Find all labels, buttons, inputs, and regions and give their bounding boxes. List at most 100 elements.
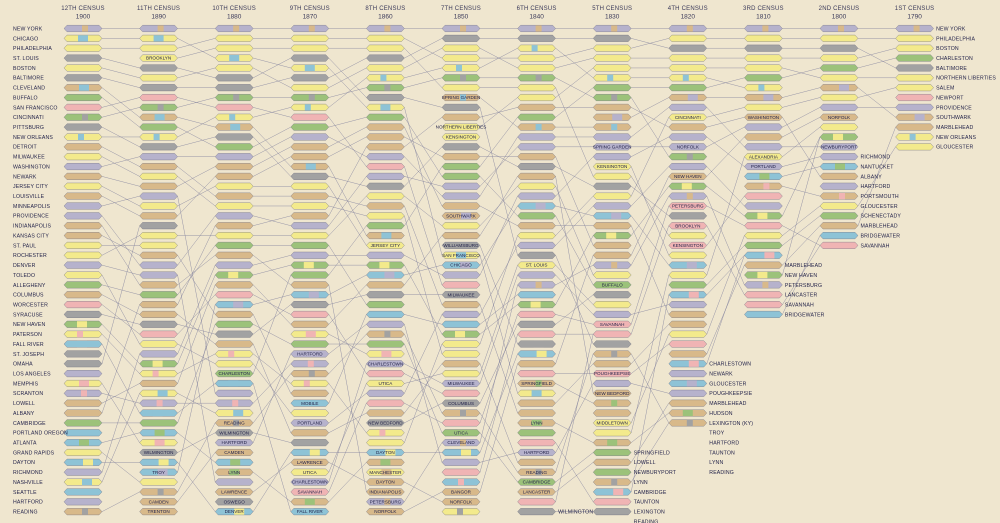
city-badge-band	[83, 459, 93, 466]
city-badge	[668, 271, 708, 279]
city-label: WORCESTER	[13, 302, 48, 308]
city-label: LEXINGTON (KY)	[709, 421, 753, 427]
rank-connector	[328, 462, 367, 483]
city-badge	[668, 241, 708, 249]
city-label: CAMBRIDGE	[13, 421, 46, 427]
rank-connector	[479, 412, 518, 473]
rank-connector	[177, 265, 216, 354]
city-badge	[139, 449, 178, 456]
rank-connector	[101, 393, 140, 483]
city-badge	[139, 212, 178, 220]
city-badge	[290, 172, 330, 180]
city-badge	[441, 389, 481, 397]
rank-connector	[782, 235, 821, 315]
rank-connector	[630, 225, 670, 335]
rank-connector	[252, 383, 292, 512]
city-badge	[592, 133, 632, 141]
city-inline-label: KENSINGTON	[673, 243, 703, 248]
city-badge	[63, 94, 103, 101]
city-label: PITTSBURG	[13, 125, 44, 131]
rank-connector	[631, 196, 669, 266]
rank-connector	[631, 107, 669, 138]
rank-connector	[252, 314, 292, 394]
city-badge	[592, 360, 632, 368]
city-badge	[139, 44, 178, 52]
city-badge	[819, 153, 859, 161]
city-badge-band	[455, 331, 465, 338]
rank-connector	[706, 255, 745, 295]
city-inline-label: CAMDEN	[224, 450, 244, 455]
city-badge	[214, 340, 254, 348]
rank-connector	[555, 363, 594, 404]
city-badge-band	[686, 153, 693, 160]
rank-connector	[253, 67, 291, 88]
city-badge	[139, 153, 178, 161]
city-badge	[290, 192, 330, 200]
city-badge	[214, 202, 254, 210]
city-badge	[668, 330, 708, 338]
rank-connector	[555, 334, 594, 502]
city-badge	[366, 389, 405, 397]
city-inline-label: CHARLESTON	[219, 371, 250, 376]
rank-connector	[328, 284, 367, 325]
city-badge-band	[229, 469, 240, 476]
rank-connector	[404, 265, 443, 335]
rank-connector	[404, 363, 443, 384]
city-badge	[366, 133, 405, 141]
city-badge	[63, 202, 103, 210]
rank-connector	[252, 274, 292, 374]
city-badge	[214, 449, 254, 456]
city-badge	[517, 143, 556, 151]
city-badge-band	[303, 380, 310, 387]
city-badge	[63, 419, 103, 427]
rank-connector	[404, 373, 443, 384]
rank-connector	[328, 245, 367, 305]
city-badge	[668, 399, 708, 407]
city-badge	[895, 143, 934, 151]
rank-connector	[328, 393, 367, 424]
city-badge	[214, 84, 254, 92]
rank-connector	[404, 373, 443, 394]
rank-connector	[706, 196, 745, 285]
city-badge	[441, 488, 481, 496]
rank-connector	[706, 117, 745, 128]
rank-connector	[328, 176, 367, 226]
city-badge	[668, 113, 708, 121]
city-badge	[139, 261, 178, 269]
census-header-label: 8TH CENSUS	[365, 6, 405, 12]
city-badge	[63, 64, 103, 72]
rank-connector	[555, 215, 594, 285]
city-label: RICHMOND	[13, 470, 43, 476]
rank-connector	[328, 146, 367, 216]
city-inline-label: PORTLAND	[751, 164, 777, 169]
city-badge-band	[531, 390, 542, 397]
rank-connector	[177, 176, 216, 207]
city-badge	[592, 291, 632, 299]
rank-connector	[328, 77, 367, 108]
city-badge-band	[154, 439, 165, 446]
city-badge	[744, 232, 783, 240]
city-badge	[366, 508, 405, 516]
rank-connector	[101, 186, 140, 207]
city-badge	[366, 153, 405, 161]
city-badge-band	[78, 133, 84, 141]
rank-connector	[101, 225, 140, 285]
census-header-year: 1830	[605, 14, 620, 21]
city-badge-band	[380, 104, 391, 111]
city-inline-label: DAYTON	[376, 450, 395, 455]
city-badge-band	[228, 350, 235, 357]
rank-connector	[177, 166, 216, 187]
city-label: DETROIT	[13, 145, 37, 151]
census-header-year: 1860	[378, 14, 393, 21]
rank-connector	[177, 67, 216, 79]
rank-connector	[782, 136, 821, 216]
city-badge	[517, 360, 556, 368]
rank-connector	[555, 156, 594, 197]
city-badge	[517, 212, 556, 220]
city-inline-label: NORFOLK	[828, 115, 851, 120]
city-badge-band	[229, 114, 236, 121]
city-badge	[366, 320, 405, 328]
city-badge	[668, 54, 708, 62]
rank-connector	[782, 126, 821, 157]
city-inline-label: PORTLAND	[297, 421, 323, 426]
